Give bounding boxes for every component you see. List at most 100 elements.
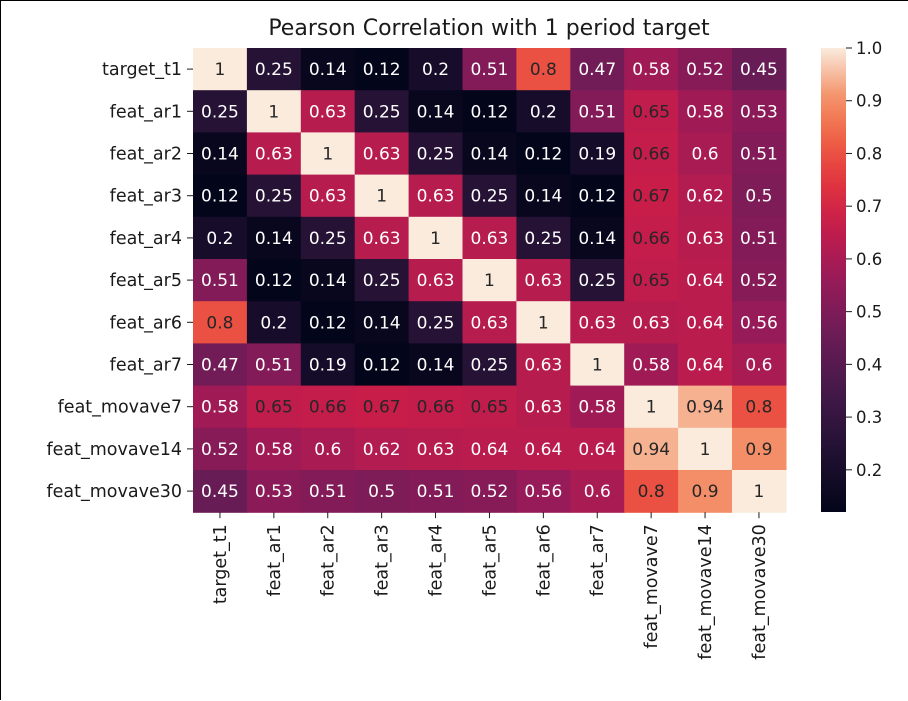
heatmap-cell — [678, 132, 733, 176]
cell-value-label: 0.64 — [686, 271, 724, 291]
heatmap-cell — [246, 427, 302, 471]
cell-value-label: 0.45 — [740, 60, 778, 80]
cell-value-label: 0.14 — [578, 229, 616, 249]
cell-value-label: 0.25 — [417, 313, 455, 333]
heatmap-cell — [678, 259, 733, 302]
heatmap-cell — [678, 385, 733, 429]
heatmap-cell — [624, 259, 679, 302]
colorbar-tick-label: 0.4 — [856, 355, 882, 374]
heatmap-cell — [516, 48, 571, 91]
cell-value-label: 0.65 — [632, 271, 670, 291]
x-axis-ticks: target_t1 feat_ar1 feat_ar2 feat_ar3 feat_ar… — [211, 512, 770, 660]
cell-value-label: 1 — [754, 482, 765, 502]
heatmap-cell — [193, 48, 248, 91]
cell-value-label: 0.63 — [471, 313, 509, 333]
cell-value-label: 0.14 — [471, 145, 509, 165]
heatmap-cell — [408, 174, 464, 218]
heatmap-cell — [300, 132, 356, 176]
cell-value-label: 0.67 — [363, 398, 401, 418]
heatmap-cell — [193, 385, 248, 429]
heatmap-cell — [246, 174, 302, 218]
cell-value-label: 0.5 — [745, 187, 772, 207]
heatmap-cell — [732, 48, 787, 91]
heatmap-cell — [300, 427, 356, 471]
heatmap-cell — [408, 90, 464, 133]
heatmap-cell — [624, 132, 679, 176]
heatmap-cell — [300, 385, 356, 429]
heatmap-cell — [300, 90, 356, 133]
cell-value-label: 0.25 — [309, 229, 347, 249]
cell-value-label: 0.5 — [368, 482, 395, 502]
heatmap-cell — [193, 470, 248, 513]
heatmap-cell — [624, 343, 679, 387]
cell-value-label: 0.2 — [422, 60, 449, 80]
heatmap-cell — [246, 385, 302, 429]
cell-value-label: 0.8 — [745, 398, 772, 418]
cell-value-label: 0.6 — [584, 482, 611, 502]
cell-value-label: 0.25 — [471, 187, 509, 207]
heatmap-cell — [570, 343, 625, 387]
cell-value-label: 0.63 — [524, 271, 562, 291]
cell-value-label: 0.25 — [578, 271, 616, 291]
cell-value-label: 0.25 — [363, 102, 401, 122]
cell-value-label: 0.12 — [201, 187, 239, 207]
y-tick-label: feat_movave14 — [47, 440, 183, 460]
heatmap-cell — [516, 174, 571, 218]
y-tick-label: feat_movave7 — [58, 398, 182, 418]
cell-value-label: 0.6 — [692, 145, 719, 165]
x-tick-label: feat_movave7 — [642, 524, 662, 648]
cell-value-label: 0.12 — [363, 60, 401, 80]
cell-value-label: 1 — [268, 102, 279, 122]
cell-value-label: 0.2 — [260, 313, 287, 333]
cell-value-label: 0.94 — [632, 440, 670, 460]
cell-value-label: 0.2 — [530, 102, 557, 122]
cell-value-label: 0.25 — [255, 187, 293, 207]
heatmap-cell — [300, 301, 356, 344]
cell-value-label: 0.14 — [417, 356, 455, 376]
cell-value-label: 0.51 — [740, 145, 778, 165]
cell-value-label: 0.47 — [201, 356, 239, 376]
heatmap-cell — [462, 343, 517, 387]
colorbar-tick-label: 1.0 — [856, 39, 882, 58]
cell-value-label: 0.53 — [255, 482, 293, 502]
heatmap-cell — [408, 259, 464, 302]
heatmap-cell — [732, 385, 787, 429]
heatmap-cell — [624, 90, 679, 133]
cell-value-label: 0.9 — [745, 440, 772, 460]
cell-value-label: 0.64 — [686, 313, 724, 333]
cell-value-label: 0.67 — [632, 187, 670, 207]
cell-value-label: 0.14 — [363, 313, 401, 333]
cell-value-label: 0.51 — [417, 482, 455, 502]
cell-value-label: 0.63 — [578, 313, 616, 333]
cell-value-label: 0.14 — [309, 271, 347, 291]
heatmap-cell — [570, 216, 625, 260]
heatmap-cell — [678, 90, 733, 133]
cell-value-label: 0.52 — [201, 440, 239, 460]
cell-value-label: 0.63 — [524, 356, 562, 376]
cell-value-label: 0.25 — [255, 60, 293, 80]
cell-value-label: 0.56 — [740, 313, 778, 333]
heatmap-cell — [516, 301, 571, 344]
cell-value-label: 0.65 — [632, 102, 670, 122]
heatmap-cell — [408, 132, 464, 176]
heatmap-cell — [408, 427, 464, 471]
x-tick-label: feat_ar5 — [480, 524, 500, 596]
cell-value-label: 0.45 — [201, 482, 239, 502]
heatmap-cell — [570, 174, 625, 218]
cell-value-label: 0.52 — [740, 271, 778, 291]
cell-value-label: 0.12 — [255, 271, 293, 291]
cell-value-label: 0.56 — [524, 482, 562, 502]
heatmap-cell — [570, 132, 625, 176]
heatmap-cell — [300, 216, 356, 260]
cell-value-label: 1 — [376, 187, 387, 207]
heatmap-cell — [678, 470, 733, 513]
heatmap-cell — [732, 427, 787, 471]
heatmap-cell — [570, 90, 625, 133]
cell-value-label: 0.25 — [524, 229, 562, 249]
chart-title: Pearson Correlation with 1 period target — [268, 16, 710, 41]
cell-value-label: 0.63 — [417, 440, 455, 460]
cell-value-label: 0.12 — [309, 313, 347, 333]
cell-value-label: 0.14 — [255, 229, 293, 249]
colorbar-tick-label: 0.9 — [856, 92, 882, 111]
heatmap-cell — [462, 301, 517, 344]
